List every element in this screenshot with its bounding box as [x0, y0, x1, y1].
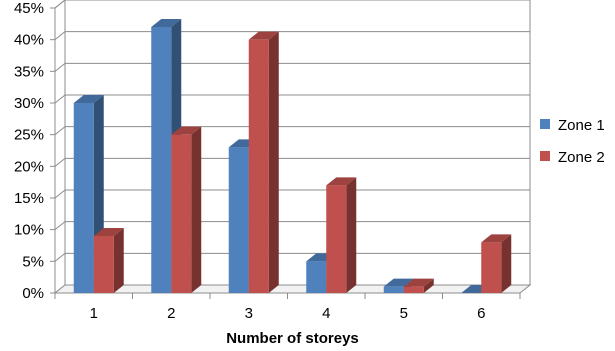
- legend-label: Zone 2: [558, 149, 605, 166]
- legend-swatch: [540, 119, 550, 129]
- bar-top-face: [403, 278, 434, 287]
- bar-top-face: [326, 177, 357, 186]
- bar-side-face: [423, 278, 434, 293]
- x-tick-label: 6: [477, 305, 485, 322]
- bar-top-face: [248, 31, 279, 40]
- y-tick-label: 45%: [14, 0, 44, 17]
- y-tick-label: 40%: [14, 32, 44, 49]
- bar-top-face: [93, 228, 124, 236]
- y-tick-label: 0%: [22, 285, 44, 302]
- gridline-side: [54, 221, 66, 231]
- y-tick-label: 10%: [14, 222, 44, 239]
- bar-front-face: [93, 236, 114, 293]
- bar: [481, 234, 512, 293]
- bar-side-face: [501, 234, 512, 293]
- x-tick-label: 4: [322, 305, 330, 322]
- bar: [248, 31, 279, 294]
- x-axis-title: Number of storeys: [226, 330, 359, 347]
- bar-side-face: [191, 126, 202, 294]
- bar-front-face: [481, 242, 502, 293]
- floor-plane: [53, 284, 532, 294]
- gridline-side: [54, 189, 66, 199]
- bar-front-face: [403, 286, 424, 293]
- back-wall-outline: [64, 0, 531, 286]
- gridline-side: [54, 94, 66, 104]
- legend: Zone 1 Zone 2: [540, 117, 605, 166]
- bar-top-face: [151, 19, 182, 27]
- bar-front-face: [248, 39, 269, 293]
- gridline-side: [54, 252, 66, 262]
- x-axis: 1 2 3 4 5 6: [54, 292, 521, 322]
- bar-top-face: [73, 95, 104, 103]
- bar-side-face: [268, 31, 279, 294]
- x-tick-label: 3: [245, 305, 253, 322]
- y-tick-label: 35%: [14, 63, 44, 80]
- bar-front-face: [171, 134, 192, 293]
- y-axis: 0% 5% 10% 15% 20% 25% 30% 35% 40% 45%: [14, 0, 56, 302]
- bar-front-face: [383, 286, 404, 293]
- bar-side-face: [346, 177, 357, 293]
- x-tick-label: 1: [90, 305, 98, 322]
- y-tick-label: 20%: [14, 158, 44, 175]
- y-tick-label: 15%: [14, 190, 44, 207]
- legend-label: Zone 1: [558, 117, 605, 134]
- bar-front-face: [228, 147, 249, 293]
- bar: [93, 228, 124, 293]
- x-tick-label: 5: [400, 305, 408, 322]
- chart-floor: [53, 284, 532, 294]
- chart-back-wall: [54, 0, 531, 286]
- bar-top-face: [481, 234, 512, 243]
- gridline-side: [54, 0, 66, 9]
- gridline-side: [54, 62, 66, 72]
- y-tick-label: 30%: [14, 95, 44, 112]
- y-tick-label: 25%: [14, 127, 44, 144]
- bar: [171, 126, 202, 294]
- bar-front-face: [151, 27, 172, 293]
- gridlines: [54, 0, 530, 294]
- y-tick-label: 5%: [22, 253, 44, 270]
- gridline-side: [54, 31, 66, 41]
- bar-top-face: [171, 126, 202, 135]
- x-tick-label: 2: [167, 305, 175, 322]
- bar-side-face: [113, 228, 124, 293]
- bars: [73, 19, 512, 294]
- gridline-side: [54, 157, 66, 167]
- bar-front-face: [326, 185, 347, 293]
- gridline-side: [54, 126, 66, 136]
- bar-front-face: [306, 261, 327, 293]
- bar-front-face: [73, 103, 94, 293]
- bar: [403, 278, 434, 293]
- bar: [326, 177, 357, 293]
- legend-swatch: [540, 151, 550, 161]
